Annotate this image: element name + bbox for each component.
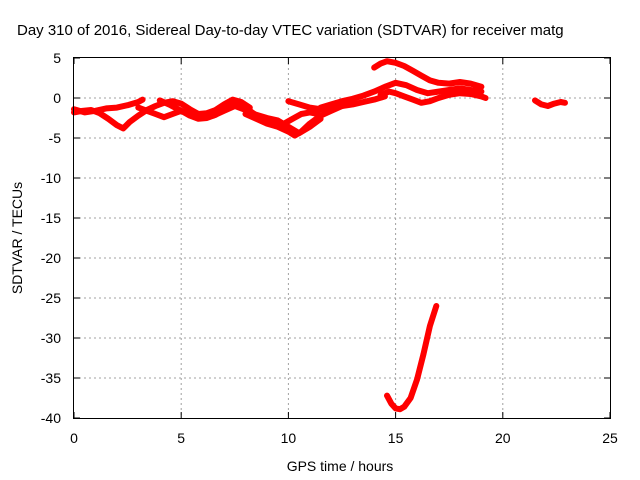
x-tick-label: 5 bbox=[177, 430, 185, 446]
y-tick-label: -40 bbox=[41, 410, 61, 426]
x-tick-label: 25 bbox=[602, 430, 618, 446]
y-tick-label: -15 bbox=[41, 210, 61, 226]
series-line-7 bbox=[317, 79, 485, 111]
y-tick-label: -30 bbox=[41, 330, 61, 346]
x-tick-label: 15 bbox=[388, 430, 404, 446]
series-line-5 bbox=[242, 103, 345, 139]
data-series bbox=[71, 58, 568, 413]
x-tick-label: 0 bbox=[70, 430, 78, 446]
series-line-2 bbox=[71, 96, 253, 132]
plot-frame bbox=[73, 57, 611, 419]
series-line-6 bbox=[285, 93, 388, 113]
x-tick-labels: 0 5 10 15 20 25 bbox=[70, 430, 618, 446]
x-tick-label: 20 bbox=[495, 430, 511, 446]
y-tick-label: -25 bbox=[41, 290, 61, 306]
y-axis-label: SDTVAR / TECUs bbox=[9, 182, 25, 294]
y-tick-label: 0 bbox=[53, 90, 61, 106]
y-tick-labels: 5 0 -5 -10 -15 -20 -25 -30 -35 -40 bbox=[41, 50, 61, 426]
y-tick-label: -5 bbox=[49, 130, 62, 146]
y-tick-label: 5 bbox=[53, 50, 61, 66]
series-line-9 bbox=[371, 58, 485, 90]
x-tick-label: 10 bbox=[281, 430, 297, 446]
series-line-8 bbox=[377, 88, 489, 106]
y-tick-label: -20 bbox=[41, 250, 61, 266]
y-tick-label: -35 bbox=[41, 370, 61, 386]
series-line-10 bbox=[532, 97, 568, 109]
x-axis-label: GPS time / hours bbox=[287, 458, 394, 474]
series-line-11 bbox=[384, 303, 440, 413]
y-tick-label: -10 bbox=[41, 170, 61, 186]
series-line-4 bbox=[156, 97, 324, 137]
chart-title: Day 310 of 2016, Sidereal Day-to-day VTE… bbox=[17, 22, 564, 39]
